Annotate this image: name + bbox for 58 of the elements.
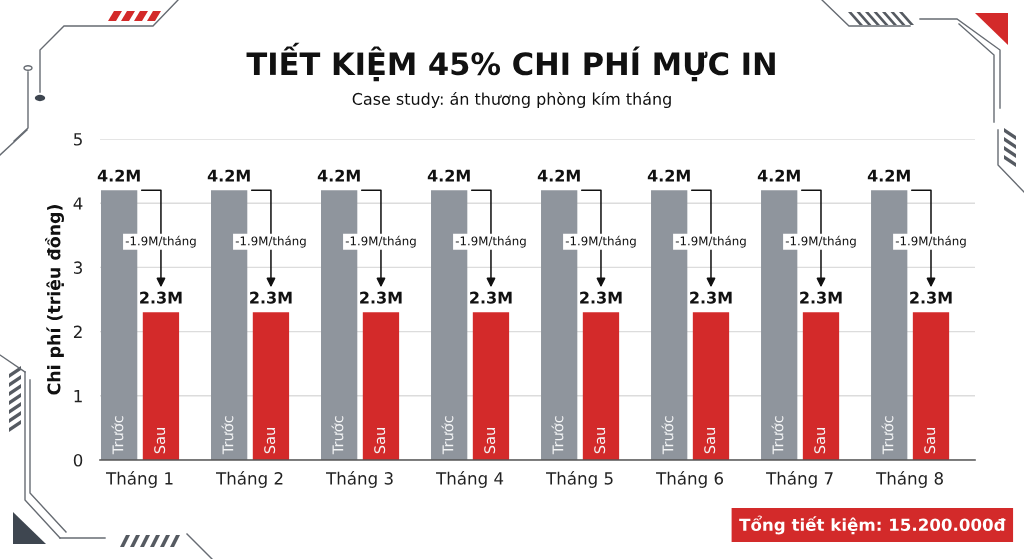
data-label: 4.2M bbox=[757, 169, 800, 182]
x-tick-label: Tháng 3 bbox=[326, 471, 393, 488]
data-label: 2.3M bbox=[800, 291, 842, 304]
series-label: Trước bbox=[111, 416, 124, 455]
data-label: 2.3M bbox=[910, 291, 952, 304]
data-label: 4.2M bbox=[427, 169, 470, 182]
y-tick-label: 1 bbox=[74, 389, 82, 403]
annotation: -1.9M/tháng bbox=[125, 235, 196, 248]
x-tick-label: Tháng 7 bbox=[766, 471, 833, 488]
annotation: -1.9M/tháng bbox=[565, 235, 636, 248]
annotation: -1.9M/tháng bbox=[345, 235, 416, 248]
text: Trước bbox=[331, 416, 344, 455]
text: Sau bbox=[484, 428, 496, 454]
chart-subtitle: Case study: án thương phòng kím tháng bbox=[352, 91, 671, 109]
annotation: -1.9M/tháng bbox=[455, 235, 526, 248]
text: Sau bbox=[374, 428, 386, 454]
text: Trước bbox=[661, 416, 674, 455]
annotation: -1.9M/tháng bbox=[675, 235, 746, 248]
text: Sau bbox=[704, 428, 716, 454]
text: Trước bbox=[441, 416, 454, 455]
text: Trước bbox=[881, 416, 894, 455]
x-tick-label: Tháng 1 bbox=[105, 471, 173, 488]
text: Sau bbox=[594, 428, 606, 454]
y-tick-label: 4 bbox=[73, 197, 83, 210]
y-tick-label: 0 bbox=[73, 453, 83, 467]
data-label: 4.2M bbox=[867, 169, 910, 182]
y-tick-label: 2 bbox=[73, 325, 82, 338]
data-label: 2.3M bbox=[580, 291, 622, 304]
x-tick-label: Tháng 4 bbox=[436, 471, 504, 488]
data-label: 4.2M bbox=[647, 169, 690, 182]
data-label: 4.2M bbox=[207, 169, 250, 182]
y-axis-title: Chi phí (triệu đồng) bbox=[45, 205, 64, 395]
annotation: -1.9M/tháng bbox=[785, 235, 856, 248]
text: Tổng tiết kiệm: 15.200.000đ bbox=[739, 515, 1006, 535]
text: Sau bbox=[814, 428, 826, 454]
chart-title: TIẾT KIỆM 45% CHI PHÍ MỰC IN bbox=[246, 42, 775, 82]
x-tick-label: Tháng 6 bbox=[656, 471, 724, 488]
series-label: Sau bbox=[154, 428, 166, 454]
x-tick-label: Tháng 2 bbox=[216, 471, 283, 488]
data-label: 4.2M bbox=[317, 169, 360, 182]
text: Trước bbox=[221, 416, 234, 455]
data-label: 2.3M bbox=[250, 291, 292, 304]
data-label: 2.3M bbox=[140, 291, 182, 304]
data-label: 2.3M bbox=[470, 291, 512, 304]
text: Sau bbox=[264, 428, 276, 454]
text: Sau bbox=[924, 428, 936, 454]
text: Trước bbox=[551, 416, 564, 455]
annotation: -1.9M/tháng bbox=[235, 235, 306, 248]
text: Trước bbox=[771, 416, 784, 455]
x-tick-label: Tháng 8 bbox=[876, 471, 943, 488]
y-tick-label: 5 bbox=[74, 133, 82, 146]
data-label: 4.2M bbox=[537, 169, 580, 182]
data-label: 4.2M bbox=[97, 169, 140, 182]
y-tick-label: 3 bbox=[74, 261, 82, 274]
x-tick-label: Tháng 5 bbox=[546, 471, 613, 488]
data-label: 2.3M bbox=[690, 291, 732, 304]
annotation: -1.9M/tháng bbox=[895, 235, 966, 248]
data-label: 2.3M bbox=[360, 291, 402, 304]
